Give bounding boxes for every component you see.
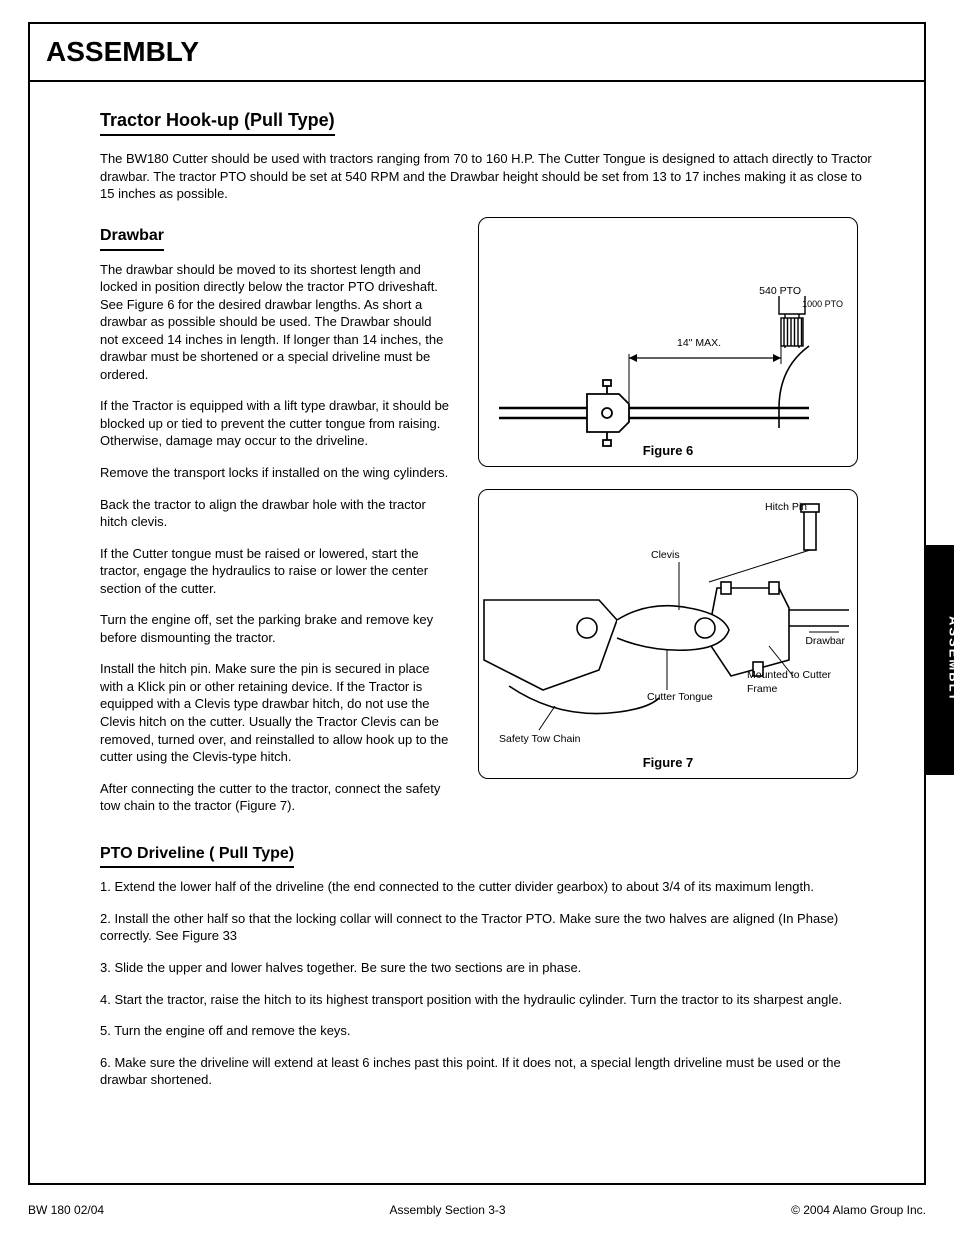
- para-drawbar-8: After connecting the cutter to the tract…: [100, 780, 450, 815]
- para-drawbar-7: Install the hitch pin. Make sure the pin…: [100, 660, 450, 765]
- figure-7: Hitch Pin Clevis Cutter Tongue Mounted t…: [478, 489, 858, 779]
- page-title: ASSEMBLY: [46, 36, 199, 68]
- fig7-label-drawbar: Drawbar: [805, 634, 845, 648]
- fig7-label-chain: Safety Tow Chain: [499, 732, 581, 746]
- para-drawbar-5: If the Cutter tongue must be raised or l…: [100, 545, 450, 598]
- page-footer: BW 180 02/04 Assembly Section 3-3 © 2004…: [28, 1203, 926, 1217]
- fig6-label-540: 540 PTO: [759, 284, 801, 298]
- section-tractor-hookup: Tractor Hook-up (Pull Type) The BW180 Cu…: [100, 108, 876, 203]
- pto-step-2: 2. Install the other half so that the lo…: [100, 910, 876, 945]
- para-drawbar-6: Turn the engine off, set the parking bra…: [100, 611, 450, 646]
- footer-center: Assembly Section 3-3: [390, 1203, 506, 1217]
- pto-step-3: 3. Slide the upper and lower halves toge…: [100, 959, 876, 977]
- fig7-label-hitchpin: Hitch Pin: [765, 500, 807, 514]
- fig6-label-dim: 14" MAX.: [677, 336, 721, 350]
- side-tab-assembly: ASSEMBLY: [926, 545, 954, 775]
- heading-tractor-hookup: Tractor Hook-up (Pull Type): [100, 108, 335, 136]
- fig7-label-clevis: Clevis: [651, 548, 680, 562]
- para-drawbar-1: The drawbar should be moved to its short…: [100, 261, 450, 384]
- heading-pto: PTO Driveline ( Pull Type): [100, 843, 294, 869]
- header-bar: ASSEMBLY: [30, 24, 924, 82]
- para-drawbar-2: If the Tractor is equipped with a lift t…: [100, 397, 450, 450]
- fig7-caption: Figure 7: [479, 754, 857, 772]
- section-pto-driveline: PTO Driveline ( Pull Type) 1. Extend the…: [100, 835, 876, 1089]
- para-hookup-intro: The BW180 Cutter should be used with tra…: [100, 150, 876, 203]
- content-area: Tractor Hook-up (Pull Type) The BW180 Cu…: [30, 82, 924, 1123]
- para-drawbar-4: Back the tractor to align the drawbar ho…: [100, 496, 450, 531]
- fig6-label-1000: 1000 PTO: [802, 298, 843, 310]
- fig7-label-tongue: Cutter Tongue: [647, 690, 713, 704]
- fig6-caption: Figure 6: [479, 442, 857, 460]
- footer-left: BW 180 02/04: [28, 1203, 104, 1217]
- col-drawbar-text: Drawbar The drawbar should be moved to i…: [100, 217, 450, 829]
- heading-drawbar: Drawbar: [100, 225, 164, 251]
- pto-step-5: 5. Turn the engine off and remove the ke…: [100, 1022, 876, 1040]
- para-drawbar-3: Remove the transport locks if installed …: [100, 464, 450, 482]
- col-figures: 14" MAX. 540 PTO 1000 PTO Figure 6: [478, 217, 858, 829]
- pto-step-6: 6. Make sure the driveline will extend a…: [100, 1054, 876, 1089]
- fig7-label-mounted: Mounted to Cutter Frame: [747, 668, 833, 696]
- pto-step-4: 4. Start the tractor, raise the hitch to…: [100, 991, 876, 1009]
- pto-step-1: 1. Extend the lower half of the drivelin…: [100, 878, 876, 896]
- figure-6-svg: [479, 218, 859, 468]
- page-frame: ASSEMBLY Tractor Hook-up (Pull Type) The…: [28, 22, 926, 1185]
- figure-6: 14" MAX. 540 PTO 1000 PTO Figure 6: [478, 217, 858, 467]
- row-drawbar-and-figures: Drawbar The drawbar should be moved to i…: [100, 217, 876, 829]
- footer-right: © 2004 Alamo Group Inc.: [791, 1203, 926, 1217]
